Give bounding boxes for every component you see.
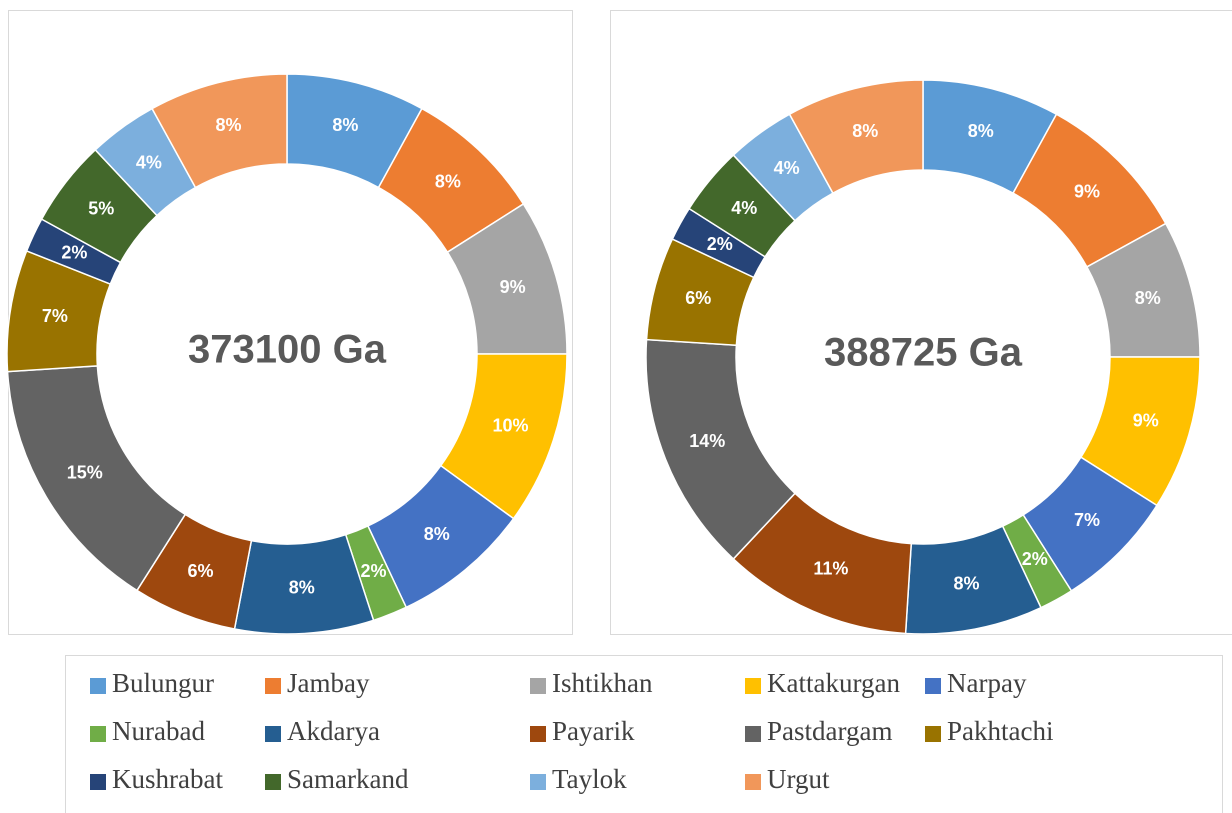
legend-swatch — [925, 726, 941, 742]
legend-swatch — [90, 678, 106, 694]
legend-label: Samarkand — [287, 764, 409, 794]
data-label: 2% — [707, 234, 733, 254]
data-label: 4% — [774, 158, 800, 178]
data-label: 2% — [61, 243, 87, 263]
data-label: 15% — [67, 462, 103, 482]
data-label: 7% — [1074, 510, 1100, 530]
legend-frame — [65, 655, 1223, 813]
donut-slice — [788, 79, 924, 195]
legend-label: Akdarya — [287, 716, 380, 746]
legend-swatch — [265, 774, 281, 790]
legend-label: Kushrabat — [112, 764, 223, 794]
data-label: 8% — [435, 171, 461, 191]
data-label: 2% — [361, 561, 387, 581]
legend-label: Nurabad — [112, 716, 205, 746]
legend-swatch — [530, 678, 546, 694]
data-label: 6% — [685, 288, 711, 308]
data-label: 8% — [216, 115, 242, 135]
legend-swatch — [90, 774, 106, 790]
legend-label: Taylok — [552, 764, 627, 794]
data-label: 8% — [424, 524, 450, 544]
data-label: 11% — [813, 559, 848, 579]
data-label: 8% — [968, 121, 994, 141]
data-label: 10% — [492, 415, 528, 435]
legend-swatch — [90, 726, 106, 742]
data-label: 5% — [88, 199, 114, 219]
data-label: 4% — [731, 198, 757, 218]
legend-swatch — [530, 726, 546, 742]
legend-swatch — [265, 678, 281, 694]
legend-label: Pastdargam — [767, 716, 892, 746]
data-label: 8% — [289, 577, 315, 597]
data-label: 8% — [953, 574, 979, 594]
data-label: 14% — [689, 431, 725, 451]
center-label: 388725 Ga — [824, 331, 1023, 375]
legend-label: Kattakurgan — [767, 668, 900, 698]
data-label: 8% — [1135, 288, 1161, 308]
legend-swatch — [745, 774, 761, 790]
data-label: 9% — [1074, 182, 1100, 202]
donut-slice — [151, 73, 288, 189]
legend-swatch — [745, 678, 761, 694]
legend-label: Pakhtachi — [947, 716, 1053, 746]
data-label: 6% — [187, 561, 213, 581]
data-label: 9% — [500, 277, 526, 297]
legend-swatch — [745, 726, 761, 742]
legend-label: Ishtikhan — [552, 668, 653, 698]
legend-swatch — [530, 774, 546, 790]
legend-label: Jambay — [287, 668, 370, 698]
legend-label: Payarik — [552, 716, 635, 746]
legend-label: Narpay — [947, 668, 1027, 698]
legend-label: Urgut — [767, 764, 830, 794]
legend-swatch — [925, 678, 941, 694]
legend-label: Bulungur — [112, 668, 214, 698]
data-label: 8% — [852, 121, 878, 141]
data-label: 7% — [42, 306, 68, 326]
data-label: 9% — [1133, 410, 1159, 430]
data-label: 4% — [136, 153, 162, 173]
data-label: 8% — [332, 115, 358, 135]
center-label: 373100 Ga — [188, 328, 387, 372]
legend-swatch — [265, 726, 281, 742]
data-label: 2% — [1022, 549, 1048, 569]
